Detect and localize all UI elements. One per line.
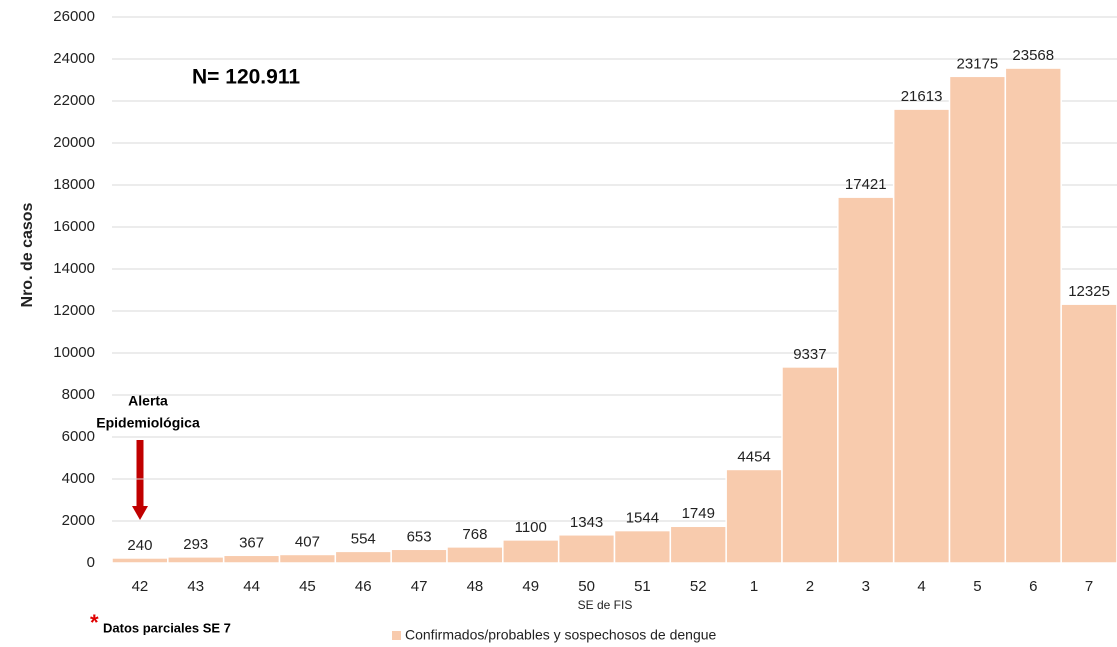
bar	[837, 196, 895, 564]
bar	[446, 546, 504, 564]
bar	[334, 550, 392, 564]
bar	[557, 534, 616, 564]
data-label: 240	[127, 537, 152, 554]
legend-swatch	[392, 631, 401, 640]
x-tick-label: 46	[355, 578, 372, 595]
x-tick-label: 51	[634, 578, 651, 595]
x-tick-label: 48	[467, 578, 484, 595]
y-tick-label: 4000	[62, 470, 95, 487]
footnote: Datos parciales SE 7	[103, 620, 231, 635]
x-axis-label: SE de FIS	[578, 598, 633, 612]
y-tick-label: 16000	[53, 218, 95, 235]
data-label: 4454	[737, 448, 770, 465]
data-label: 293	[183, 536, 208, 553]
bar	[222, 554, 281, 564]
y-tick-label: 6000	[62, 428, 95, 445]
y-tick-label: 22000	[53, 92, 95, 109]
bar	[669, 525, 727, 564]
alert-arrow-head	[132, 506, 148, 520]
y-axis-label: Nro. de casos	[19, 202, 36, 307]
y-tick-label: 8000	[62, 386, 95, 403]
x-tick-label: 45	[299, 578, 316, 595]
x-tick-label: 50	[578, 578, 595, 595]
x-tick-label: 52	[690, 578, 707, 595]
x-tick-label: 4	[917, 578, 925, 595]
x-tick-label: 42	[132, 578, 149, 595]
bar	[613, 529, 672, 564]
bar	[948, 75, 1007, 564]
data-label: 23568	[1012, 47, 1054, 64]
y-tick-label: 18000	[53, 176, 95, 193]
data-label: 1100	[515, 519, 547, 536]
data-label: 768	[462, 526, 487, 543]
bar	[1060, 303, 1117, 564]
x-tick-label: 1	[750, 578, 758, 595]
bar	[725, 468, 783, 564]
y-tick-label: 12000	[53, 302, 95, 319]
legend-label: Confirmados/probables y sospechosos de d…	[405, 627, 717, 643]
data-label: 23175	[957, 55, 999, 72]
data-label: 367	[239, 534, 264, 551]
bar	[167, 556, 225, 564]
data-label: 9337	[793, 346, 826, 363]
bar	[502, 539, 560, 564]
x-tick-label: 7	[1085, 578, 1093, 595]
data-label: 653	[407, 528, 432, 545]
x-tick-label: 6	[1029, 578, 1037, 595]
data-label: 1544	[626, 510, 659, 527]
x-tick-label: 5	[973, 578, 981, 595]
bar	[390, 548, 448, 564]
data-label: 407	[295, 533, 320, 550]
x-tick-label: 49	[522, 578, 539, 595]
bar	[892, 108, 951, 564]
x-tick-label: 3	[862, 578, 870, 595]
bar	[278, 553, 337, 564]
data-label: 1749	[682, 505, 715, 522]
data-label: 21613	[901, 88, 943, 105]
alert-annotation: Epidemiológica	[96, 415, 200, 431]
y-tick-label: 20000	[53, 134, 95, 151]
x-tick-label: 44	[243, 578, 260, 595]
x-tick-label: 43	[187, 578, 204, 595]
y-tick-label: 24000	[53, 50, 95, 67]
x-tick-label: 2	[806, 578, 814, 595]
data-label: 1343	[570, 514, 603, 531]
total-annotation: N= 120.911	[192, 66, 300, 89]
data-label: 12325	[1068, 283, 1110, 300]
alert-annotation: Alerta	[128, 393, 168, 409]
y-tick-label: 0	[87, 554, 95, 571]
data-label: 554	[351, 530, 376, 547]
bar	[781, 366, 839, 564]
bar	[111, 557, 169, 564]
y-tick-label: 26000	[53, 8, 95, 25]
bar	[1004, 67, 1062, 564]
footnote-mark: *	[90, 610, 99, 635]
y-tick-label: 2000	[62, 512, 95, 529]
y-tick-label: 14000	[53, 260, 95, 277]
x-tick-label: 47	[411, 578, 428, 595]
y-tick-label: 10000	[53, 344, 95, 361]
data-label: 17421	[845, 176, 887, 193]
